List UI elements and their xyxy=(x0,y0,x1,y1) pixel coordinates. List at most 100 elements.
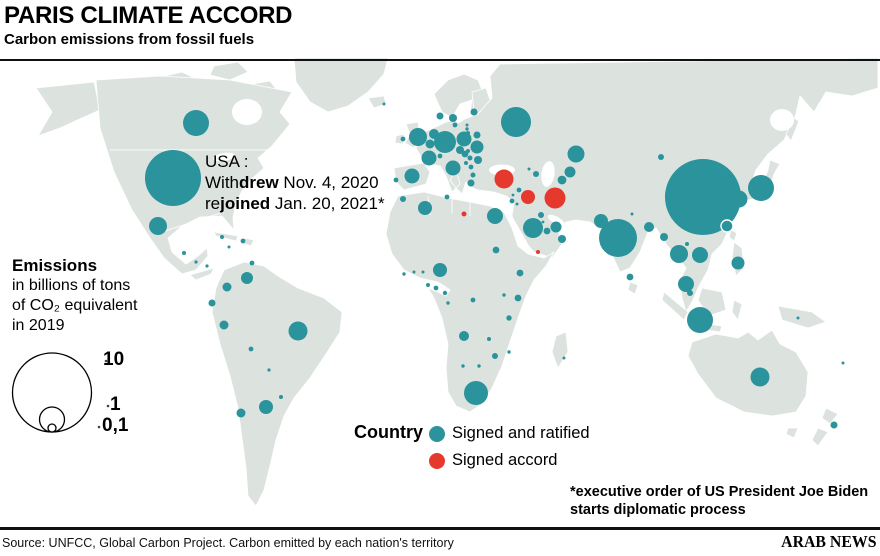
bubble-philippines xyxy=(731,256,745,270)
size-label-10: 10 xyxy=(103,349,125,370)
bubble-thailand xyxy=(670,245,688,263)
size-label-0-1: 0,1 xyxy=(102,415,129,436)
bubble-estonia xyxy=(465,123,469,127)
brand-logo: ARAB NEWS xyxy=(780,532,876,551)
bubble-tunisia xyxy=(444,194,450,200)
bubble-panama xyxy=(205,264,209,268)
bubble-venezuela xyxy=(241,272,253,284)
bubble-angola xyxy=(459,331,469,341)
bubble-italy xyxy=(445,160,461,176)
bubble-peru xyxy=(219,320,229,330)
bubble-hungary xyxy=(467,155,473,161)
page-title: PARIS CLIMATE ACCORD xyxy=(4,2,293,29)
bubble-latvia xyxy=(465,127,469,131)
bubble-usa xyxy=(145,150,201,206)
bubble-serbia xyxy=(468,164,474,170)
bubble-croatia xyxy=(464,161,468,165)
emission-bubbles-layer xyxy=(145,102,845,429)
bubble-algeria xyxy=(418,201,432,215)
usa-annotation-line1: USA : xyxy=(205,152,249,171)
bubble-china xyxy=(665,159,741,235)
bubble-morocco xyxy=(400,196,406,202)
bubble-colombia xyxy=(222,282,232,292)
inland-seas-layer xyxy=(213,99,794,254)
bubble-portugal xyxy=(393,177,399,183)
bubble-lithuania xyxy=(466,131,470,135)
bubble-costa-rica xyxy=(194,260,198,264)
bubble-papua-new-guinea xyxy=(796,316,800,320)
bubble-cameroon xyxy=(442,290,448,296)
country-legend-title: Country xyxy=(354,422,423,442)
bubble-chile xyxy=(236,408,246,418)
bubble-iceland xyxy=(382,102,386,106)
bubble-argentina xyxy=(259,400,273,414)
bubble-norway xyxy=(436,112,444,120)
bubble-turkey xyxy=(494,169,514,189)
bubble-madagascar xyxy=(562,356,566,360)
usa-annotation-line3: rejoined Jan. 20, 2021* xyxy=(205,194,385,213)
header-divider xyxy=(0,59,880,61)
footnote-line2: starts diplomatic process xyxy=(570,502,746,518)
size-label-1: 1 xyxy=(110,394,121,415)
bubble-guatemala xyxy=(182,251,186,255)
bubble-burkina-faso xyxy=(421,270,425,274)
bubble-jordan xyxy=(515,202,519,206)
footnote: *executive order of US President Joe Bid… xyxy=(570,483,868,519)
bubble-poland xyxy=(456,131,472,147)
legend-item-ratified: Signed and ratified xyxy=(429,424,590,443)
bubble-mali xyxy=(412,270,416,274)
size-legend-text: Emissions in billions of tons of CO₂ equ… xyxy=(12,256,137,336)
bubble-turkmenistan xyxy=(557,175,567,185)
bubble-japan xyxy=(748,175,774,201)
bubble-tanzania xyxy=(506,315,512,321)
bubble-bahrain xyxy=(541,220,545,224)
size-legend-line3: in 2019 xyxy=(12,317,65,334)
bubble-saudi-arabia xyxy=(523,218,543,238)
bubble-germany xyxy=(434,131,456,153)
ratified-dot-icon xyxy=(429,425,445,442)
size-legend-tick-dot xyxy=(97,425,101,429)
page-subtitle: Carbon emissions from fossil fuels xyxy=(4,31,255,48)
bubble-libya xyxy=(461,211,467,217)
bubble-syria xyxy=(516,187,522,193)
size-legend-line1: in billions of tons xyxy=(12,277,131,294)
bubble-mexico xyxy=(149,217,167,235)
bubble-kuwait xyxy=(538,212,544,218)
bubble-ivory-coast xyxy=(426,283,430,287)
footnote-line1: *executive order of US President Joe Bid… xyxy=(570,484,869,500)
size-legend-tick-dot xyxy=(104,359,108,363)
bubble-indonesia xyxy=(687,307,713,333)
bubble-dominican-republic xyxy=(240,238,246,244)
bubble-namibia xyxy=(461,364,465,368)
bubble-ireland xyxy=(400,136,406,142)
bubble-yemen xyxy=(536,250,540,254)
bubble-sudan xyxy=(492,246,500,254)
signed-dot-icon xyxy=(429,452,445,469)
legend-item-signed: Signed accord xyxy=(429,451,558,470)
bubble-bangladesh xyxy=(644,222,654,232)
bubble-russia xyxy=(501,107,531,137)
bubble-south-korea xyxy=(730,190,748,208)
bubble-ethiopia xyxy=(516,269,524,277)
bubble-uzbekistan xyxy=(564,166,576,178)
size-legend-line2: of CO₂ equivalent xyxy=(12,297,138,314)
legend-item-ratified-label: Signed and ratified xyxy=(452,424,590,442)
bubble-israel xyxy=(509,198,515,204)
bubble-myanmar xyxy=(660,233,668,241)
bubble-vietnam xyxy=(692,247,708,263)
bubble-gabon xyxy=(446,301,450,305)
bubble-canada xyxy=(183,110,209,136)
bubble-nigeria xyxy=(433,263,447,277)
bubble-slovakia xyxy=(466,149,470,153)
bubble-cuba xyxy=(220,235,224,239)
usa-annotation-line2: Withdrew Nov. 4, 2020 xyxy=(205,173,379,192)
bubble-romania xyxy=(474,156,482,164)
bubble-ukraine xyxy=(470,140,484,154)
bubble-new-caledonia xyxy=(841,361,845,365)
size-legend-tick-dot xyxy=(106,404,110,408)
bubble-mongolia xyxy=(658,154,664,160)
bubble-india xyxy=(599,219,637,257)
bubble-singapore xyxy=(687,290,693,296)
